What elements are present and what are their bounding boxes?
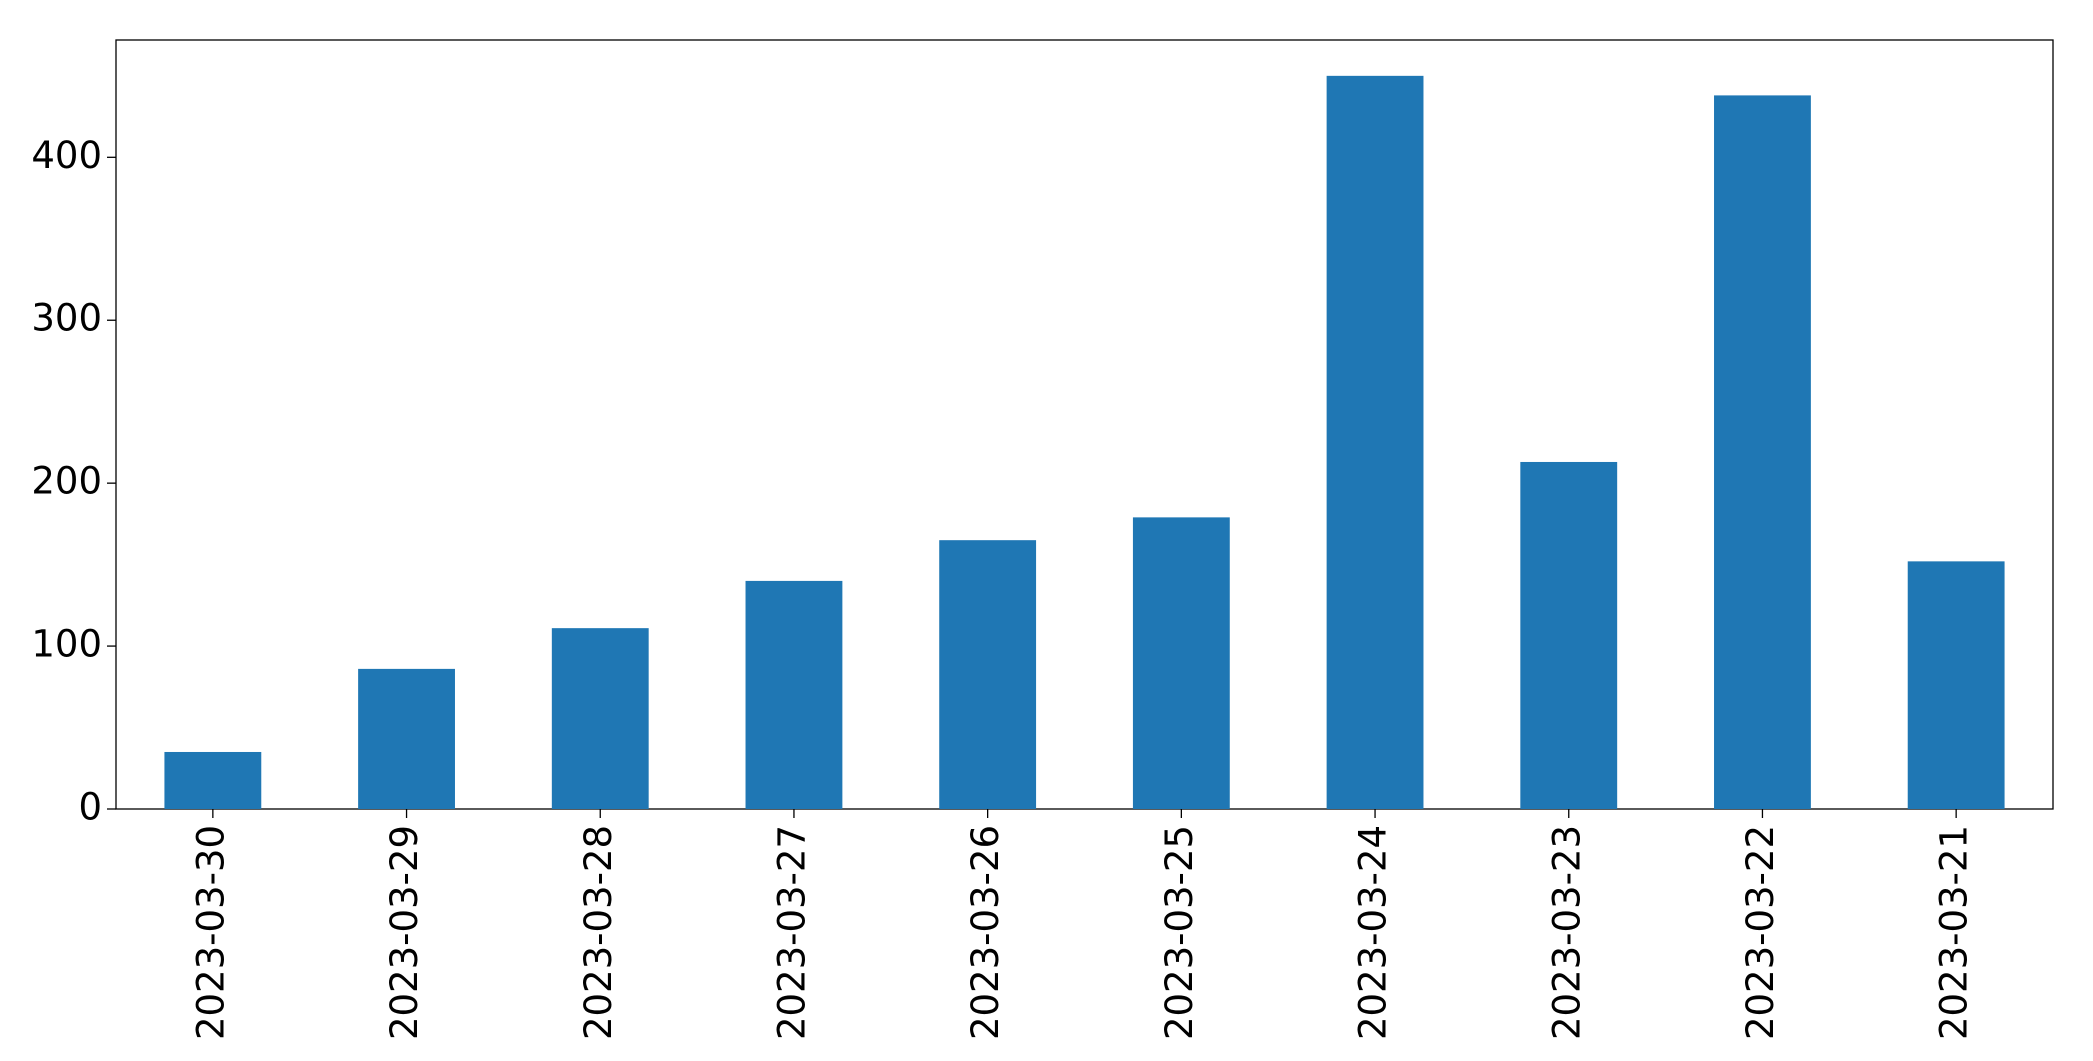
bar — [1326, 75, 1424, 810]
bar — [164, 751, 262, 809]
x-tick-label: 2023-03-28 — [577, 825, 620, 1040]
bar — [1907, 561, 2005, 809]
x-tick-label: 2023-03-25 — [1158, 825, 1201, 1040]
bar — [745, 580, 843, 809]
x-tick-label: 2023-03-22 — [1739, 825, 1782, 1040]
x-tick-label: 2023-03-26 — [964, 825, 1007, 1040]
bar — [551, 628, 649, 809]
x-tick-label: 2023-03-24 — [1352, 825, 1395, 1040]
y-tick-label: 300 — [31, 297, 102, 340]
y-tick-label: 100 — [31, 623, 102, 666]
x-tick-label: 2023-03-21 — [1933, 825, 1976, 1040]
y-tick-label: 0 — [78, 786, 102, 829]
y-tick-label: 400 — [31, 134, 102, 177]
x-tick-label: 2023-03-30 — [189, 825, 232, 1040]
plot-frame — [115, 39, 2054, 810]
x-tick-label: 2023-03-27 — [770, 825, 813, 1040]
x-tick-label: 2023-03-23 — [1545, 825, 1588, 1040]
x-tick-label: 2023-03-29 — [383, 825, 426, 1040]
bar — [1520, 461, 1618, 809]
bar — [358, 668, 455, 809]
bar — [939, 540, 1037, 809]
y-tick-label: 200 — [31, 460, 102, 503]
bar — [1714, 95, 1811, 810]
bar — [1132, 517, 1230, 809]
